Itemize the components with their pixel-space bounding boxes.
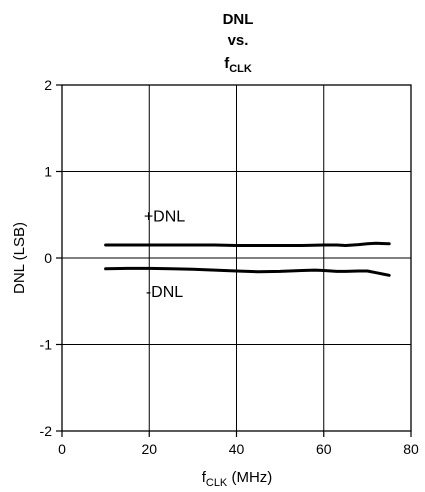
grid-lines (62, 85, 411, 431)
y-tick-label: 0 (44, 250, 52, 266)
x-tick-label: 40 (229, 441, 245, 457)
chart-title-line2: vs. (228, 32, 249, 49)
y-tick-labels: 2 1 0 -1 -2 (40, 77, 53, 439)
series-line-dnl (104, 266, 391, 277)
y-tick-label: 1 (44, 164, 52, 180)
y-tick-label: -2 (40, 423, 53, 439)
chart-title-sub: CLK (229, 63, 252, 75)
annotation-label: -DNL (146, 284, 183, 301)
x-axis-label: fCLK (MHz) (202, 469, 273, 489)
x-tick-label: 0 (58, 441, 66, 457)
x-axis-label-rest: (MHz) (227, 469, 272, 486)
x-axis-label-sub: CLK (206, 477, 228, 489)
annotations-group: +DNL -DNL (144, 209, 185, 301)
annotation-label: +DNL (144, 209, 185, 226)
chart-title-line3: fCLK (224, 55, 252, 75)
x-axis-label-main: f (202, 469, 207, 486)
y-tick-label: 2 (44, 77, 52, 93)
chart-title-line1: DNL (223, 11, 254, 28)
chart-title-main: f (224, 55, 230, 72)
y-axis-label: DNL (LSB) (11, 222, 28, 294)
tick-marks (56, 84, 412, 437)
x-tick-label: 80 (403, 441, 419, 457)
x-tick-label: 20 (141, 441, 157, 457)
series-line-dnl (104, 241, 391, 247)
series-group (104, 241, 391, 277)
x-tick-label: 60 (316, 441, 332, 457)
y-tick-label: -1 (40, 337, 53, 353)
x-tick-labels: 0 20 40 60 80 (58, 441, 419, 457)
